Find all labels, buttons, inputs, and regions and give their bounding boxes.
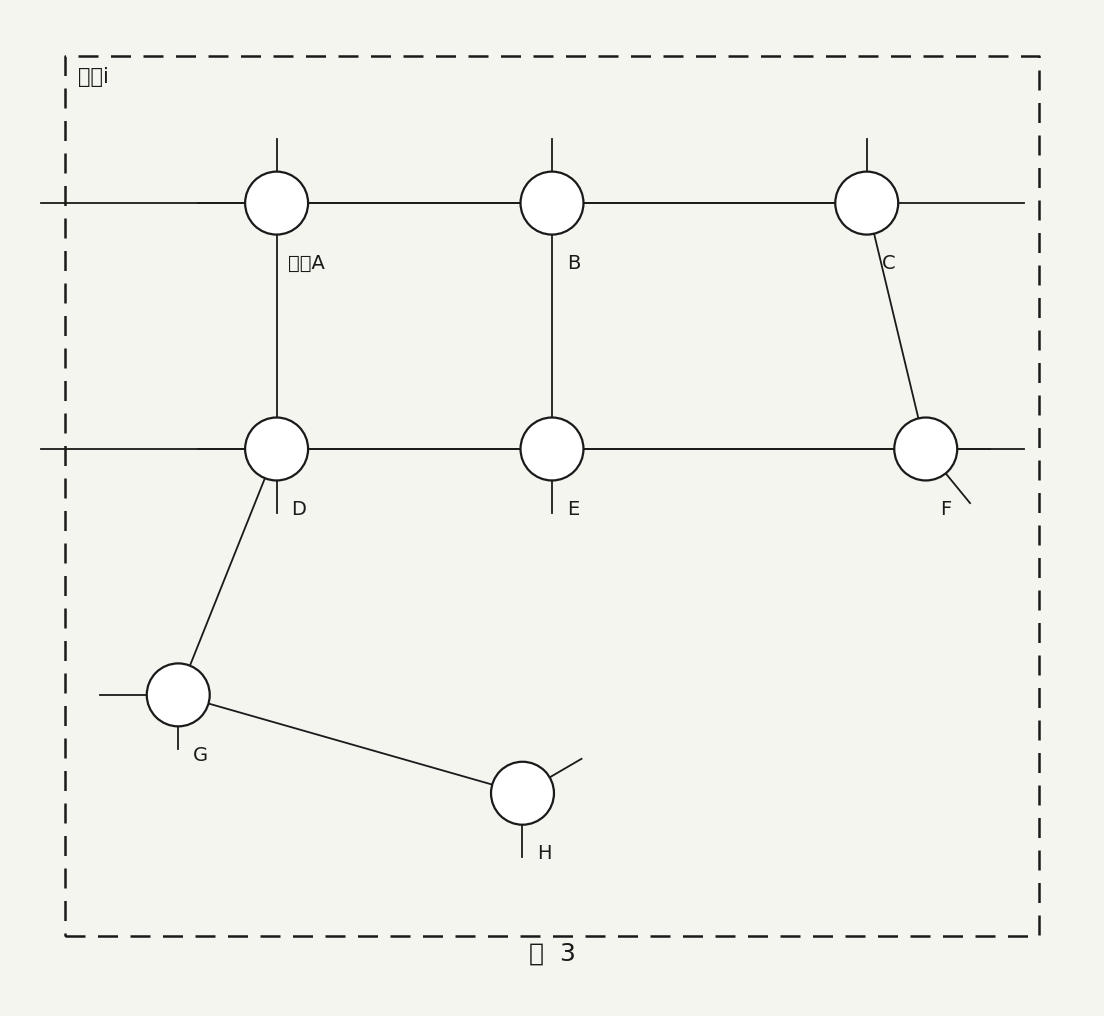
Text: C: C: [881, 254, 895, 273]
Text: 图  3: 图 3: [529, 942, 575, 965]
Text: D: D: [291, 500, 306, 519]
Text: B: B: [566, 254, 580, 273]
Text: 路口A: 路口A: [288, 254, 326, 273]
Circle shape: [894, 418, 957, 481]
Text: H: H: [538, 844, 552, 864]
Circle shape: [520, 172, 584, 235]
Circle shape: [836, 172, 899, 235]
Circle shape: [245, 172, 308, 235]
Circle shape: [491, 762, 554, 825]
Text: G: G: [193, 746, 209, 765]
Circle shape: [520, 418, 584, 481]
Circle shape: [245, 418, 308, 481]
Circle shape: [147, 663, 210, 726]
Text: E: E: [566, 500, 578, 519]
Text: F: F: [941, 500, 952, 519]
Text: 子区i: 子区i: [78, 67, 109, 87]
